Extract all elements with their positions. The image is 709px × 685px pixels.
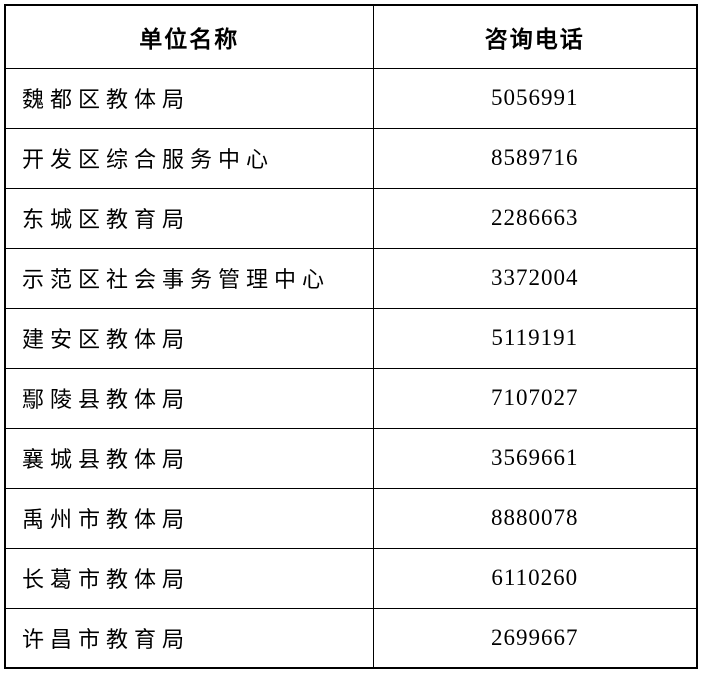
unit-name-cell: 许昌市教育局 [4, 607, 374, 669]
table-row: 许昌市教育局 2699667 [4, 607, 698, 669]
phone-cell: 8880078 [372, 487, 698, 549]
table-row: 长葛市教体局 6110260 [4, 547, 698, 609]
phone-cell: 8589716 [372, 127, 698, 189]
phone-cell: 2699667 [372, 607, 698, 669]
table-row: 开发区综合服务中心 8589716 [4, 127, 698, 189]
header-row: 单位名称 咨询电话 [4, 4, 698, 69]
phone-cell: 3569661 [372, 427, 698, 489]
unit-name-cell: 襄城县教体局 [4, 427, 374, 489]
unit-name-cell: 开发区综合服务中心 [4, 127, 374, 189]
unit-name-cell: 魏都区教体局 [4, 67, 374, 129]
phone-cell: 2286663 [372, 187, 698, 249]
phone-cell: 3372004 [372, 247, 698, 309]
unit-name-cell: 禹州市教体局 [4, 487, 374, 549]
contact-phone-table: 单位名称 咨询电话 魏都区教体局 5056991 开发区综合服务中心 85897… [4, 4, 698, 669]
header-unit-name: 单位名称 [4, 4, 374, 69]
table-row: 示范区社会事务管理中心 3372004 [4, 247, 698, 309]
table-row: 襄城县教体局 3569661 [4, 427, 698, 489]
unit-name-cell: 建安区教体局 [4, 307, 374, 369]
table-row: 东城区教育局 2286663 [4, 187, 698, 249]
unit-name-cell: 鄢陵县教体局 [4, 367, 374, 429]
phone-cell: 6110260 [372, 547, 698, 609]
phone-cell: 5119191 [372, 307, 698, 369]
header-phone: 咨询电话 [372, 4, 698, 69]
unit-name-cell: 示范区社会事务管理中心 [4, 247, 374, 309]
unit-name-cell: 长葛市教体局 [4, 547, 374, 609]
phone-cell: 5056991 [372, 67, 698, 129]
table-row: 鄢陵县教体局 7107027 [4, 367, 698, 429]
phone-cell: 7107027 [372, 367, 698, 429]
unit-name-cell: 东城区教育局 [4, 187, 374, 249]
table-row: 魏都区教体局 5056991 [4, 67, 698, 129]
table-row: 建安区教体局 5119191 [4, 307, 698, 369]
table-row: 禹州市教体局 8880078 [4, 487, 698, 549]
